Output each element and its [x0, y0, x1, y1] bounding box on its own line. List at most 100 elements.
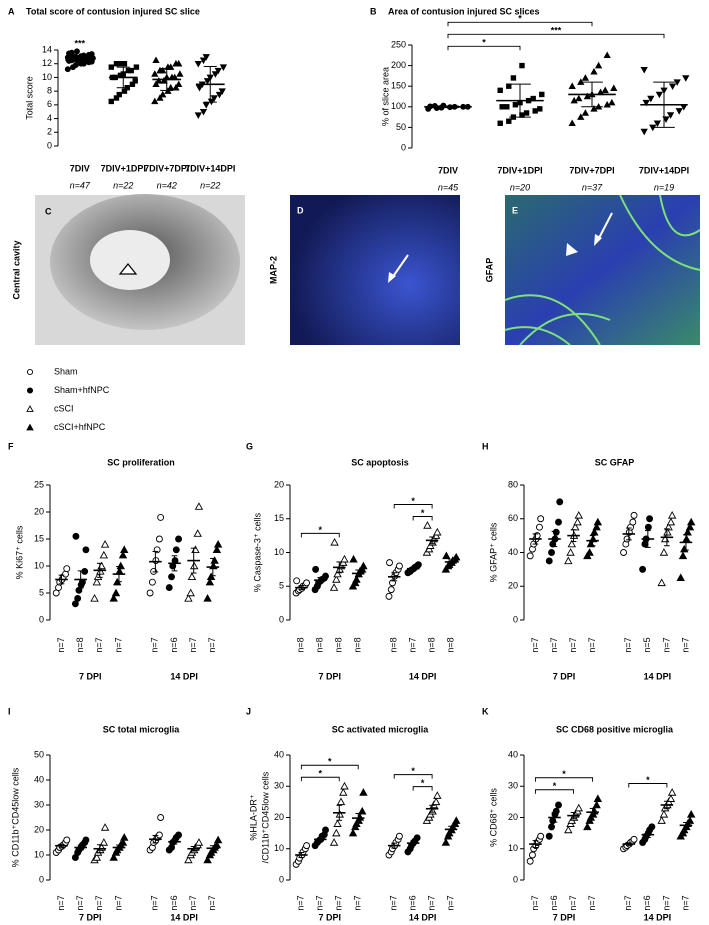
data-point [666, 794, 676, 802]
data-point [629, 518, 637, 526]
panel-letter: E [512, 205, 518, 215]
data-point [526, 857, 534, 865]
n-label: n=7 [623, 895, 633, 910]
data-point [322, 826, 329, 834]
n-label: n=7 [661, 895, 671, 910]
data-point [657, 578, 666, 587]
data-point [146, 589, 154, 597]
y-tick-label: 0 [513, 874, 518, 884]
data-point [194, 838, 204, 846]
panel-letter: A [8, 6, 15, 16]
data-point [594, 61, 603, 69]
n-label: n=8 [334, 637, 344, 652]
data-point [152, 56, 160, 64]
block-label: 14 DPI [170, 671, 198, 681]
image-c: C Central cavity [11, 194, 245, 345]
data-point [577, 113, 585, 120]
data-point [74, 48, 80, 55]
data-point [442, 551, 451, 560]
data-point [109, 594, 118, 602]
y-tick-label: 4 [47, 113, 52, 123]
data-point [535, 523, 543, 531]
y-axis-label: /CD11b⁺CD45low cells [260, 771, 270, 863]
data-point [332, 828, 341, 837]
y-tick-label: 30 [274, 781, 284, 791]
n-label: n=7 [353, 895, 363, 910]
image-e: E GFAP [484, 194, 701, 346]
data-point [566, 548, 575, 556]
data-point [581, 109, 590, 116]
n-label: n=8 [353, 637, 363, 652]
data-point [570, 96, 578, 104]
y-tick-label: 5 [279, 581, 284, 591]
significance: * [421, 778, 425, 788]
data-point [81, 567, 89, 575]
category-label: 7DIV+1DPI [497, 165, 542, 175]
y-tick-label: 20 [34, 824, 44, 834]
data-point [213, 540, 223, 548]
y-tick-label: 20 [508, 812, 518, 822]
y-tick-label: 40 [274, 749, 284, 759]
significance-bracket [300, 776, 340, 782]
data-point [441, 838, 451, 846]
data-point [564, 825, 573, 834]
data-point [603, 51, 611, 59]
data-point [548, 823, 555, 831]
category-label: 7DIV [438, 165, 458, 175]
image-d: D MAP-2 [268, 195, 460, 345]
data-point [352, 575, 361, 583]
y-tick-label: 8 [47, 86, 52, 96]
data-point [159, 66, 167, 74]
data-point [120, 545, 129, 554]
data-point [603, 100, 611, 108]
y-tick-label: 6 [47, 99, 52, 109]
data-point [592, 522, 601, 531]
data-point [504, 104, 510, 110]
data-point [194, 60, 202, 68]
data-point [303, 579, 311, 587]
data-point [186, 588, 195, 597]
data-point [539, 91, 545, 98]
data-point [63, 565, 71, 573]
n-label: n=7 [568, 637, 578, 652]
n-label: n=7 [445, 895, 455, 910]
data-point [293, 577, 301, 585]
y-tick-label: 15 [34, 533, 44, 543]
data-point [639, 565, 647, 573]
n-label: n=7 [389, 895, 399, 910]
data-point [537, 515, 545, 523]
data-point [312, 565, 320, 573]
legend-label: cSCI [54, 403, 74, 413]
data-point [100, 540, 110, 548]
data-point [423, 521, 432, 529]
data-point [335, 809, 344, 818]
data-point [590, 527, 599, 536]
y-tick-label: 10 [274, 547, 284, 557]
data-point [175, 831, 183, 839]
data-point [132, 78, 138, 84]
block-label: 14 DPI [644, 671, 672, 681]
y-tick-label: 150 [391, 81, 406, 91]
data-point [592, 800, 601, 809]
n-label: n=7 [296, 895, 306, 910]
data-point [537, 832, 545, 840]
data-point [431, 797, 441, 806]
data-point [349, 554, 358, 563]
data-point [590, 67, 598, 75]
significance-bracket [393, 774, 433, 779]
data-point [581, 74, 590, 81]
y-tick-label: 80 [508, 479, 518, 489]
data-point [120, 833, 129, 841]
y-axis-label: % CD11b⁺CD45low cells [10, 767, 20, 867]
n-label: n=7 [188, 895, 198, 910]
data-point [545, 832, 553, 840]
data-point [160, 77, 168, 84]
data-point [203, 78, 212, 85]
data-point [111, 588, 121, 597]
data-point [640, 128, 648, 136]
data-point [348, 828, 358, 837]
category-label: 7DIV [70, 163, 90, 173]
category-label: 7DIV+14DPI [185, 163, 235, 173]
n-label: n=7 [568, 895, 578, 910]
